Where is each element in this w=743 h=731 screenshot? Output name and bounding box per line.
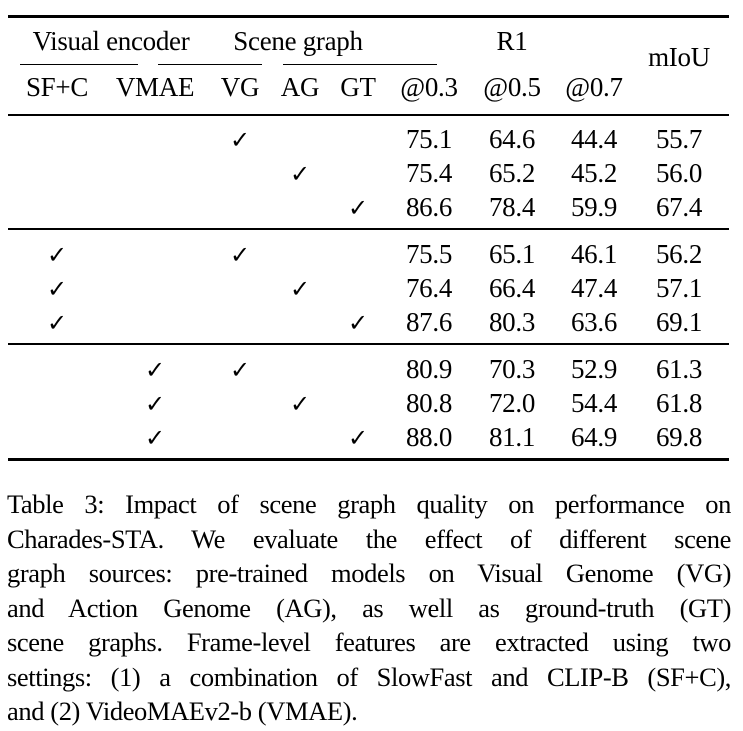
- value-r07: 64.9: [570, 422, 618, 452]
- value-r05: 65.1: [488, 239, 536, 269]
- checkmark-icon: ✓: [46, 309, 68, 337]
- value-r03: 87.6: [405, 307, 453, 337]
- value-r07: 54.4: [570, 388, 618, 418]
- header-miou: mIoU: [648, 42, 710, 72]
- value-miou: 57.1: [655, 273, 703, 303]
- caption-line: Charades-STA. We evaluate the effect of …: [7, 523, 731, 554]
- value-r05: 66.4: [488, 273, 536, 303]
- checkmark-icon: ✓: [229, 126, 251, 154]
- checkmark-icon: ✓: [229, 356, 251, 384]
- value-r03: 88.0: [405, 422, 453, 452]
- value-r07: 59.9: [570, 192, 618, 222]
- value-r05: 70.3: [488, 354, 536, 384]
- header-rule: [8, 114, 729, 116]
- value-r03: 80.9: [405, 354, 453, 384]
- value-r05: 80.3: [488, 307, 536, 337]
- checkmark-icon: ✓: [46, 275, 68, 303]
- caption-line: Table 3: Impact of scene graph quality o…: [7, 489, 731, 519]
- subheader-vg: VG: [220, 72, 260, 102]
- value-miou: 55.7: [655, 124, 703, 154]
- value-r05: 65.2: [488, 158, 536, 188]
- value-miou: 69.1: [655, 307, 703, 337]
- value-r03: 75.5: [405, 239, 453, 269]
- checkmark-icon: ✓: [229, 241, 251, 269]
- group-rule-1: [8, 228, 729, 230]
- checkmark-icon: ✓: [144, 390, 166, 418]
- subheader-ag: AG: [280, 72, 320, 102]
- value-r03: 80.8: [405, 388, 453, 418]
- bottom-rule: [8, 458, 729, 461]
- value-r03: 75.1: [405, 124, 453, 154]
- checkmark-icon: ✓: [347, 424, 369, 452]
- value-r05: 81.1: [488, 422, 536, 452]
- value-miou: 56.0: [655, 158, 703, 188]
- value-r07: 46.1: [570, 239, 618, 269]
- checkmark-icon: ✓: [289, 275, 311, 303]
- header-scene-graph: Scene graph: [233, 26, 363, 56]
- checkmark-icon: ✓: [289, 160, 311, 188]
- value-miou: 69.8: [655, 422, 703, 452]
- checkmark-icon: ✓: [347, 309, 369, 337]
- checkmark-icon: ✓: [289, 390, 311, 418]
- header-r1: R1: [496, 26, 528, 56]
- subheader-r03: @0.3: [400, 72, 458, 102]
- checkmark-icon: ✓: [144, 356, 166, 384]
- value-r07: 44.4: [570, 124, 618, 154]
- value-r07: 45.2: [570, 158, 618, 188]
- value-miou: 67.4: [655, 192, 703, 222]
- subheader-r05: @0.5: [483, 72, 541, 102]
- subheader-r07: @0.7: [565, 72, 623, 102]
- checkmark-icon: ✓: [46, 241, 68, 269]
- cmidrule-visual-encoder: [20, 64, 138, 65]
- subheader-vmae: VMAE: [115, 72, 195, 102]
- group-rule-2: [8, 343, 729, 345]
- cmidrule-scene-graph: [158, 64, 262, 65]
- subheader-sfc: SF+C: [25, 72, 89, 102]
- value-r07: 47.4: [570, 273, 618, 303]
- caption-line: settings: (1) a combination of SlowFast …: [7, 661, 731, 692]
- value-r07: 52.9: [570, 354, 618, 384]
- value-r05: 64.6: [488, 124, 536, 154]
- header-visual-encoder: Visual encoder: [32, 26, 190, 56]
- value-r03: 76.4: [405, 273, 453, 303]
- value-miou: 61.8: [655, 388, 703, 418]
- value-r03: 86.6: [405, 192, 453, 222]
- value-r05: 72.0: [488, 388, 536, 418]
- table-caption: Table 3: Impact of scene graph quality o…: [7, 487, 731, 729]
- value-miou: 61.3: [655, 354, 703, 384]
- caption-line: and (2) VideoMAEv2-b (VMAE).: [7, 696, 358, 726]
- top-rule: [8, 15, 729, 18]
- caption-line: graph sources: pre-trained models on Vis…: [7, 558, 731, 588]
- checkmark-icon: ✓: [144, 424, 166, 452]
- value-r03: 75.4: [405, 158, 453, 188]
- cmidrule-r1: [283, 64, 437, 65]
- caption-line: and Action Genome (AG), as well as groun…: [7, 592, 731, 623]
- subheader-gt: GT: [340, 72, 376, 102]
- value-r05: 78.4: [488, 192, 536, 222]
- value-miou: 56.2: [655, 239, 703, 269]
- caption-line: scene graphs. Frame-level features are e…: [7, 627, 731, 657]
- value-r07: 63.6: [570, 307, 618, 337]
- checkmark-icon: ✓: [347, 194, 369, 222]
